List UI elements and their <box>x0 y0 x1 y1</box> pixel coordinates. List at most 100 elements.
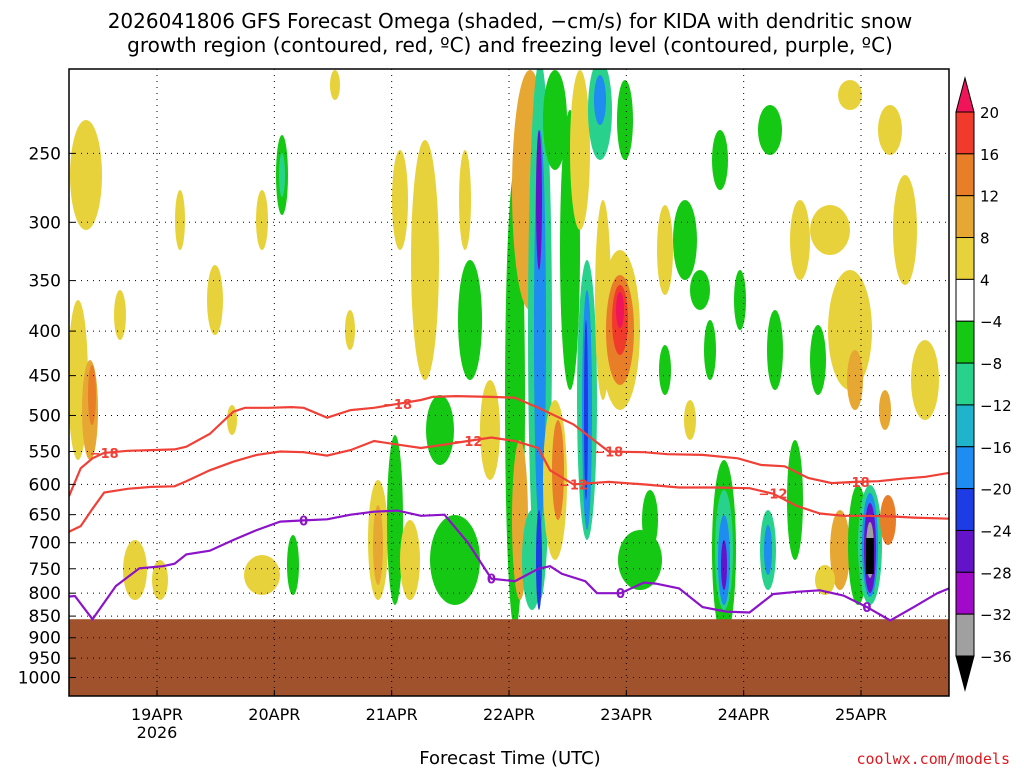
colorbar-label: −24 <box>980 522 1012 540</box>
omega-blob <box>400 520 420 600</box>
colorbar-swatch <box>955 320 975 364</box>
x-axis-year-label: 2026 <box>137 723 178 742</box>
x-axis-ticks: 19APR 20APR 21APR 22APR 23APR 24APR 25APR <box>131 690 887 724</box>
omega-blob <box>207 265 223 335</box>
omega-blob <box>570 70 590 230</box>
colorbar-swatch <box>955 195 975 239</box>
y-tick-label: 400 <box>29 322 61 342</box>
x-tick-label: 20APR <box>248 705 300 724</box>
colorbar-swatch <box>955 237 975 280</box>
contour-label: −18 <box>90 447 119 462</box>
contour-label: 0 <box>299 514 308 529</box>
omega-blob <box>175 190 185 250</box>
omega-blob <box>787 440 803 560</box>
x-tick-label: 22APR <box>483 705 535 724</box>
omega-blob <box>430 515 480 605</box>
omega-blob <box>712 130 728 190</box>
colorbar-swatch <box>955 153 975 197</box>
y-tick-label: 950 <box>29 649 61 669</box>
contour-label: −12 <box>559 478 588 493</box>
omega-blob <box>373 505 383 585</box>
omega-blob <box>256 190 268 250</box>
colorbar-label: −4 <box>980 313 1002 331</box>
omega-blob <box>123 540 147 600</box>
contour-label: −18 <box>841 476 870 491</box>
omega-blob <box>657 205 673 295</box>
y-tick-label: 450 <box>29 367 61 387</box>
colorbar-swatch <box>955 76 975 113</box>
colorbar-label: −12 <box>980 397 1012 415</box>
omega-blob <box>815 565 835 595</box>
contour-label: 0 <box>616 587 625 602</box>
colorbar-label: 8 <box>980 230 990 248</box>
omega-blob <box>893 175 917 285</box>
contour-label: 0 <box>487 573 496 588</box>
omega-blob <box>345 310 355 350</box>
contour-label: −18 <box>383 398 412 413</box>
omega-blob <box>828 270 872 390</box>
omega-blob <box>642 490 658 550</box>
omega-blob <box>617 80 633 160</box>
colorbar-swatch <box>955 571 975 615</box>
contours: −18 −18 −18 −18 −12 −12 −12 0 0 0 0 <box>69 394 949 622</box>
y-tick-label: 850 <box>29 607 61 627</box>
omega-blob <box>684 400 696 440</box>
omega-shading <box>69 69 939 640</box>
x-axis-title: Forecast Time (UTC) <box>419 748 600 768</box>
chart-title-line-2: growth region (contoured, red, ºC) and f… <box>127 33 893 57</box>
omega-blob <box>690 270 710 310</box>
omega-blob <box>70 120 102 230</box>
omega-blob <box>287 535 299 595</box>
y-tick-label: 550 <box>29 443 61 463</box>
omega-blob <box>810 205 850 255</box>
omega-blob <box>552 420 564 520</box>
omega-blob <box>758 105 782 155</box>
omega-blob <box>279 153 285 197</box>
omega-blob <box>459 150 471 250</box>
omega-blob <box>810 325 826 395</box>
omega-blob <box>88 365 96 425</box>
omega-blob <box>536 510 542 610</box>
x-tick-label: 25APR <box>835 705 887 724</box>
omega-blob <box>480 380 500 480</box>
omega-blob <box>114 290 126 340</box>
omega-blob <box>426 395 454 465</box>
y-tick-label: 350 <box>29 272 61 292</box>
omega-blob <box>866 538 874 574</box>
omega-blob <box>392 150 408 250</box>
colorbar-label: 4 <box>980 271 990 289</box>
colorbar-label: −32 <box>980 606 1012 624</box>
colorbar-swatch <box>955 488 975 531</box>
y-tick-label: 800 <box>29 584 61 604</box>
y-tick-label: 700 <box>29 534 61 554</box>
omega-blob <box>411 140 439 380</box>
colorbar-label: −16 <box>980 439 1012 457</box>
omega-blob <box>458 260 482 380</box>
y-axis-ticks: 2503003504004505005506006507007508008509… <box>18 144 75 689</box>
colorbar-swatch <box>955 529 975 573</box>
y-tick-label: 1000 <box>18 669 61 689</box>
y-tick-label: 750 <box>29 560 61 580</box>
omega-blob <box>543 70 567 170</box>
contour-label: −12 <box>453 435 482 450</box>
colorbar-label: 20 <box>980 104 999 122</box>
chart-title-line-1: 2026041806 GFS Forecast Omega (shaded, −… <box>108 9 913 33</box>
x-tick-label: 19APR <box>131 705 183 724</box>
omega-blob <box>616 292 624 328</box>
colorbar-swatch <box>955 362 975 406</box>
y-tick-label: 650 <box>29 506 61 526</box>
omega-blob <box>704 320 716 380</box>
colorbar-label: −8 <box>980 355 1002 373</box>
colorbar-swatch <box>955 111 975 155</box>
omega-blob <box>584 320 588 500</box>
site-credit: coolwx.com/models <box>856 750 1010 768</box>
contour-line <box>69 509 949 622</box>
omega-blob <box>673 200 697 280</box>
x-tick-label: 23APR <box>600 705 652 724</box>
omega-blob <box>536 130 542 270</box>
omega-blob <box>838 80 862 110</box>
colorbar-swatch <box>955 446 975 490</box>
omega-blob <box>767 310 783 390</box>
omega-blob <box>911 340 939 420</box>
